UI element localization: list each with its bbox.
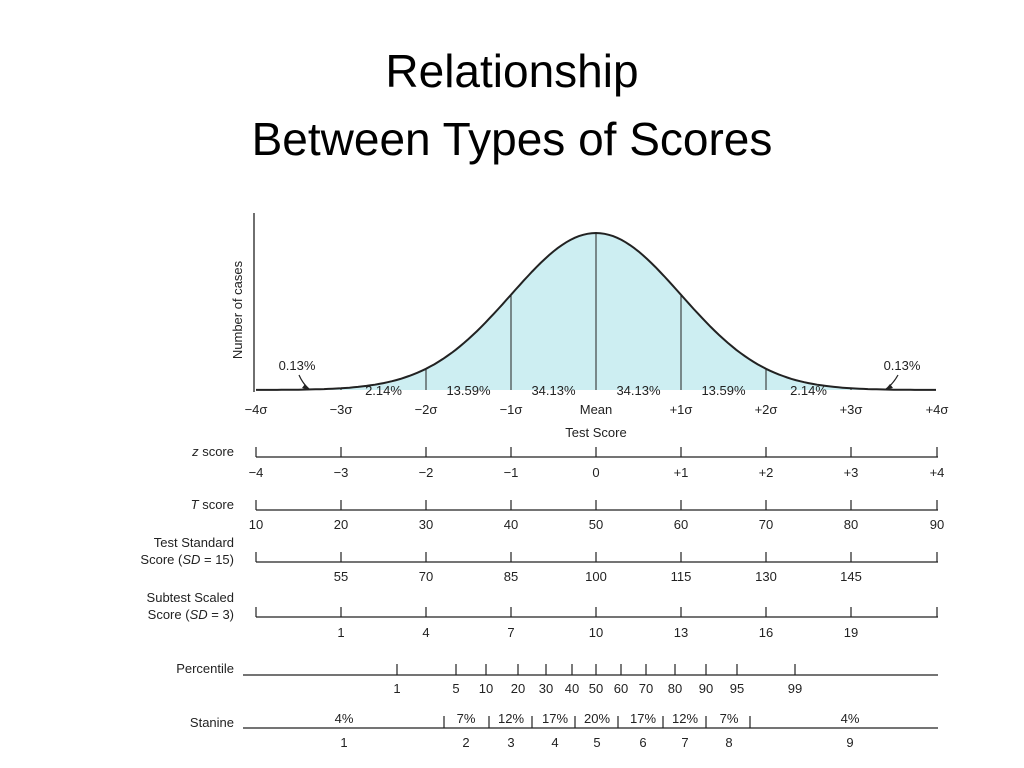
stanine-value: 5 <box>593 735 600 750</box>
scale-value: 7 <box>507 625 514 640</box>
slide-title-line1: Relationship <box>385 45 639 97</box>
stanine-value: 3 <box>507 735 514 750</box>
scale-value: 20 <box>334 517 348 532</box>
stanine-value: 7 <box>681 735 688 750</box>
tail-right-arrowhead <box>885 384 893 390</box>
scale-value: 0 <box>592 465 599 480</box>
scale-label: z score <box>191 444 234 459</box>
scale-value: 10 <box>589 625 603 640</box>
band-percent-label: 2.14% <box>365 383 402 398</box>
scale-value: 4 <box>422 625 429 640</box>
band-percent-label: 34.13% <box>616 383 661 398</box>
stanine-percent: 20% <box>584 711 610 726</box>
scale-value: 1 <box>337 625 344 640</box>
scale-value: −2 <box>419 465 434 480</box>
slide-title-line2: Between Types of Scores <box>251 113 773 165</box>
scale-value: 16 <box>759 625 773 640</box>
percentile-value: 1 <box>393 681 400 696</box>
scale-value: 145 <box>840 569 862 584</box>
stanine-percent: 4% <box>841 711 860 726</box>
scale-value: 60 <box>674 517 688 532</box>
stanine-value: 4 <box>551 735 558 750</box>
sigma-label: +2σ <box>755 402 778 417</box>
band-percent-label: 13.59% <box>701 383 746 398</box>
stanine-percent: 17% <box>542 711 568 726</box>
percentile-value: 90 <box>699 681 713 696</box>
scale-value: 85 <box>504 569 518 584</box>
normal-curve <box>256 231 936 391</box>
stanine-percent: 4% <box>335 711 354 726</box>
sigma-label: −1σ <box>500 402 523 417</box>
stanine-percent: 7% <box>720 711 739 726</box>
scale-value: 100 <box>585 569 607 584</box>
scale-label-line2: Score (SD = 3) <box>148 607 234 622</box>
stanine-value: 8 <box>725 735 732 750</box>
percentile-value: 10 <box>479 681 493 696</box>
percentile-label: Percentile <box>176 661 234 676</box>
band-percent-label: 34.13% <box>531 383 576 398</box>
scale-label-line1: Test Standard <box>154 535 234 550</box>
scale-value: 70 <box>759 517 773 532</box>
scale-value: 10 <box>249 517 263 532</box>
scale-value: −4 <box>249 465 264 480</box>
percentile-value: 50 <box>589 681 603 696</box>
sigma-label: −3σ <box>330 402 353 417</box>
tail-left-arrowhead <box>302 384 310 390</box>
scale-label: T score <box>191 497 234 512</box>
scale-value: +1 <box>674 465 689 480</box>
tail-right-label: 0.13% <box>884 358 921 373</box>
stanine-label: Stanine <box>190 715 234 730</box>
scale-value: +4 <box>930 465 945 480</box>
sigma-label: +1σ <box>670 402 693 417</box>
sigma-label: Mean <box>580 402 613 417</box>
scale-label-line1: Subtest Scaled <box>147 590 234 605</box>
scale-value: 80 <box>844 517 858 532</box>
percentile-value: 80 <box>668 681 682 696</box>
stanine-percent: 12% <box>498 711 524 726</box>
scale-value: 70 <box>419 569 433 584</box>
tail-left-label: 0.13% <box>279 358 316 373</box>
scale-value: 40 <box>504 517 518 532</box>
band-percent-label: 2.14% <box>790 383 827 398</box>
percentile-value: 70 <box>639 681 653 696</box>
scale-value: +2 <box>759 465 774 480</box>
stanine-value: 1 <box>340 735 347 750</box>
percentile-value: 30 <box>539 681 553 696</box>
sigma-label: −4σ <box>245 402 268 417</box>
percentile-value: 95 <box>730 681 744 696</box>
percentile-value: 5 <box>452 681 459 696</box>
sigma-label: +4σ <box>926 402 949 417</box>
stanine-value: 9 <box>846 735 853 750</box>
stanine-percent: 17% <box>630 711 656 726</box>
scale-value: 19 <box>844 625 858 640</box>
y-axis-label: Number of cases <box>230 260 245 359</box>
percentile-value: 99 <box>788 681 802 696</box>
scale-value: +3 <box>844 465 859 480</box>
scale-value: 50 <box>589 517 603 532</box>
scale-value: 130 <box>755 569 777 584</box>
scale-value: −3 <box>334 465 349 480</box>
scale-value: 90 <box>930 517 944 532</box>
scale-label-line2: Score (SD = 15) <box>140 552 234 567</box>
scale-value: 115 <box>671 569 692 584</box>
band-percent-label: 13.59% <box>446 383 491 398</box>
percentile-value: 60 <box>614 681 628 696</box>
sigma-label: −2σ <box>415 402 438 417</box>
scale-value: 30 <box>419 517 433 532</box>
stanine-value: 6 <box>639 735 646 750</box>
x-axis-label: Test Score <box>565 425 626 440</box>
percentile-value: 20 <box>511 681 525 696</box>
scale-value: −1 <box>504 465 519 480</box>
sigma-label: +3σ <box>840 402 863 417</box>
scale-value: 13 <box>674 625 688 640</box>
scale-value: 55 <box>334 569 348 584</box>
stanine-value: 2 <box>462 735 469 750</box>
stanine-percent: 12% <box>672 711 698 726</box>
stanine-percent: 7% <box>457 711 476 726</box>
percentile-value: 40 <box>565 681 579 696</box>
